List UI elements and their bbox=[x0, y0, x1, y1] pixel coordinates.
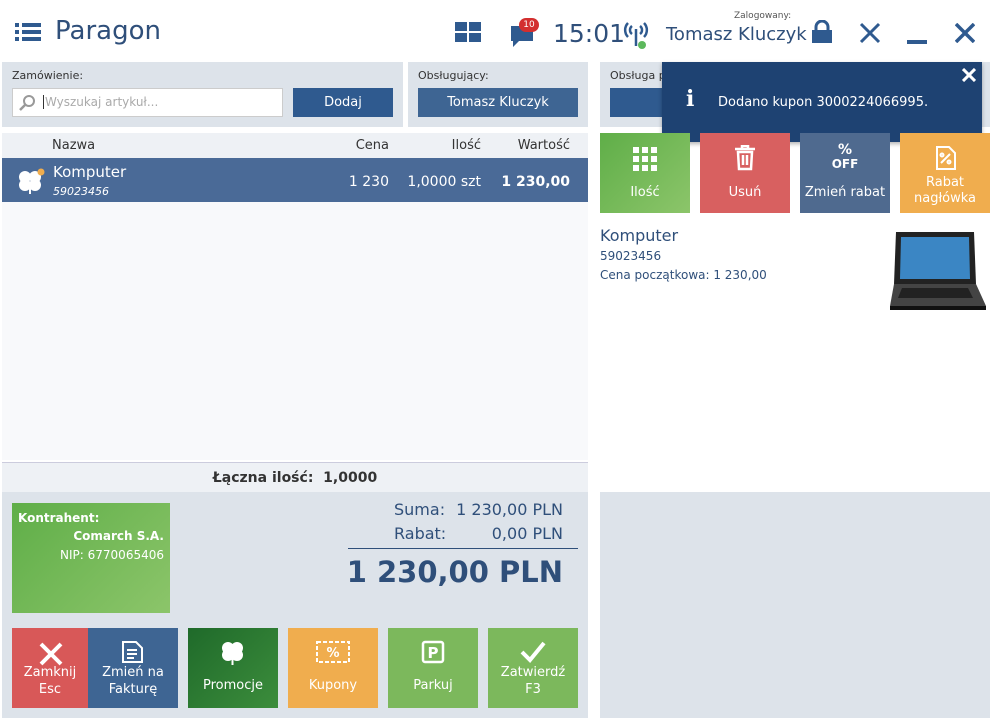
tile-label: Ilość bbox=[630, 185, 660, 200]
item-name: Komputer bbox=[53, 163, 127, 181]
change-discount-tile[interactable]: % OFF Zmień rabat bbox=[800, 133, 890, 213]
action-label: Promocje bbox=[203, 677, 263, 693]
icon bbox=[122, 641, 143, 663]
header-discount-tile[interactable]: Rabat nagłówka bbox=[900, 133, 990, 213]
item-code: 59023456 bbox=[53, 185, 109, 198]
logged-user[interactable]: Tomasz Kluczyk bbox=[666, 24, 807, 45]
action-key: F3 bbox=[525, 682, 541, 697]
icon bbox=[520, 641, 546, 663]
item-value: 1 230,00 bbox=[501, 174, 570, 190]
settings-icon[interactable] bbox=[858, 21, 882, 45]
column-header[interactable]: Cena bbox=[355, 138, 389, 153]
menu-icon[interactable] bbox=[15, 22, 41, 42]
right-bottom-panel bbox=[600, 492, 990, 718]
item-price: 1 230 bbox=[348, 174, 389, 190]
action-label: Zatwierdź bbox=[500, 665, 566, 680]
icon bbox=[39, 642, 63, 666]
summary-divider bbox=[348, 548, 578, 549]
delete-tile[interactable]: Usuń bbox=[700, 133, 790, 213]
notification-close[interactable] bbox=[962, 68, 976, 82]
action-key: Esc bbox=[38, 682, 62, 697]
add-button[interactable]: Dodaj bbox=[293, 88, 393, 117]
action-label: Zamknij bbox=[23, 665, 77, 680]
icon-bottom: OFF bbox=[831, 157, 859, 171]
tile-label: Rabat nagłówka bbox=[913, 175, 976, 206]
column-header[interactable]: Ilość bbox=[451, 138, 481, 153]
search-input[interactable]: Wyszukaj artykuł... bbox=[12, 88, 283, 117]
total-quantity-bar: Łączna ilość: 1,0000 bbox=[2, 462, 588, 492]
page-title: Paragon bbox=[55, 16, 161, 46]
icon bbox=[222, 642, 243, 665]
action-label: Zmień na Fakturę bbox=[102, 665, 164, 697]
column-header[interactable]: Wartość bbox=[517, 138, 570, 153]
contractor-card[interactable]: Kontrahent: Comarch S.A. NIP: 6770065406 bbox=[12, 503, 170, 613]
tile-label: Usuń bbox=[728, 185, 762, 200]
icon-top: % bbox=[837, 142, 853, 158]
notification-message: Dodano kupon 3000224066995. bbox=[718, 95, 929, 110]
icon: % bbox=[316, 641, 350, 663]
confirm-action[interactable]: Zatwierdź F3 bbox=[488, 628, 578, 708]
icon bbox=[735, 145, 755, 171]
action-label: Kupony bbox=[308, 677, 358, 693]
detail-price: Cena początkowa: 1 230,00 bbox=[600, 268, 767, 282]
contractor-name: Comarch S.A. bbox=[73, 529, 164, 543]
action-label: Parkuj bbox=[413, 677, 453, 693]
icon bbox=[936, 146, 956, 170]
contractor-nip: NIP: 6770065406 bbox=[60, 548, 164, 562]
item-quantity: 1,0000 szt bbox=[407, 174, 481, 190]
serving-panel: Obsługujący: Tomasz Kluczyk bbox=[408, 62, 588, 127]
tile-label: Zmień rabat bbox=[804, 185, 886, 200]
discount-label: Rabat: bbox=[394, 524, 447, 543]
detail-name: Komputer bbox=[600, 226, 679, 245]
logged-label: Zalogowany: bbox=[734, 11, 792, 21]
header: Paragon 10 15:01 Zalogowany: Tomasz Kluc… bbox=[0, 0, 995, 60]
icon: P bbox=[421, 640, 445, 664]
total-quantity-label: Łączna ilość: bbox=[212, 470, 314, 486]
total-quantity: 1,0000 bbox=[323, 470, 378, 486]
promotions-action[interactable]: Promocje bbox=[188, 628, 278, 708]
order-label: Zamówienie: bbox=[12, 69, 84, 82]
close-action[interactable]: Zamknij Esc bbox=[12, 628, 88, 708]
search-icon bbox=[19, 95, 35, 111]
table-row[interactable]: Komputer 59023456 1 230 1,0000 szt 1 230… bbox=[2, 158, 588, 202]
column-header[interactable]: Nazwa bbox=[52, 138, 96, 153]
product-image bbox=[890, 232, 986, 310]
connection-icon[interactable] bbox=[623, 20, 649, 50]
info-icon: i bbox=[686, 86, 695, 112]
contractor-label: Kontrahent: bbox=[18, 511, 100, 525]
minimize-button[interactable] bbox=[907, 40, 927, 44]
table-header: Nazwa Cena Ilość Wartość bbox=[2, 133, 588, 158]
invoice-action[interactable]: Zmień na Fakturę bbox=[88, 628, 178, 708]
svg-text:P: P bbox=[428, 644, 439, 662]
promo-icon bbox=[19, 168, 45, 194]
layout-icon[interactable] bbox=[455, 22, 481, 44]
order-panel: Zamówienie: Wyszukaj artykuł... Dodaj bbox=[2, 62, 403, 127]
items-table: Nazwa Cena Ilość Wartość Komputer 590234… bbox=[2, 133, 588, 460]
search-placeholder: Wyszukaj artykuł... bbox=[43, 95, 159, 109]
sum-value: 1 230,00 PLN bbox=[456, 500, 563, 519]
discount-value: 0,00 PLN bbox=[491, 524, 563, 543]
quantity-tile[interactable]: Ilość bbox=[600, 133, 690, 213]
coupons-action[interactable]: % Kupony bbox=[288, 628, 378, 708]
clock: 15:01 bbox=[553, 19, 626, 48]
serving-label: Obsługujący: bbox=[418, 69, 489, 82]
message-badge: 10 bbox=[519, 18, 539, 32]
park-action[interactable]: P Parkuj bbox=[388, 628, 478, 708]
lock-icon[interactable] bbox=[811, 20, 833, 44]
sum-label: Suma: bbox=[394, 500, 446, 519]
icon bbox=[633, 147, 657, 171]
serving-button[interactable]: Tomasz Kluczyk bbox=[418, 88, 578, 117]
svg-text:%: % bbox=[326, 646, 339, 661]
notification: i Dodano kupon 3000224066995. bbox=[662, 62, 982, 142]
detail-code: 59023456 bbox=[600, 249, 662, 263]
service-label: Obsługa p bbox=[610, 69, 666, 82]
grand-total: 1 230,00 PLN bbox=[346, 555, 563, 589]
close-button[interactable] bbox=[955, 23, 975, 43]
